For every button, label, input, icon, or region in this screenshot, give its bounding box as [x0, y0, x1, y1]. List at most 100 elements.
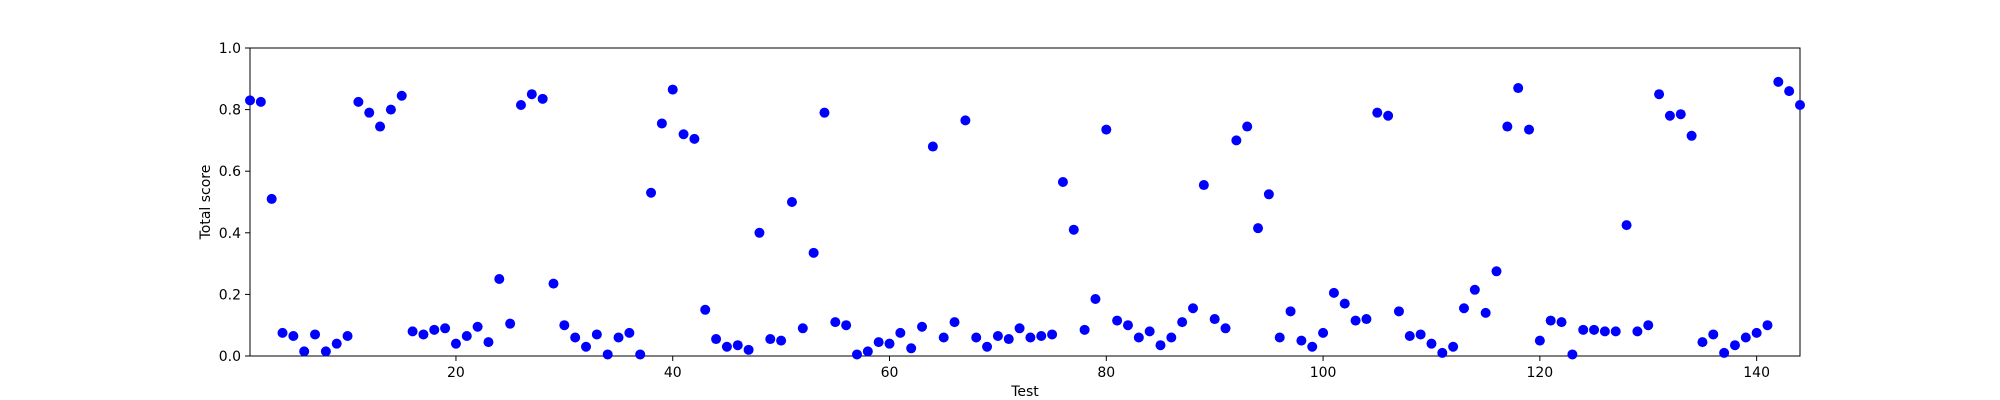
data-point [1448, 341, 1459, 352]
y-tick-label: 0.0 [219, 349, 241, 365]
data-point [1404, 330, 1415, 341]
data-point [570, 332, 581, 343]
data-point [483, 337, 494, 348]
x-tick-label: 140 [1743, 365, 1770, 381]
data-point [1274, 332, 1285, 343]
data-point [526, 89, 537, 100]
data-point [1664, 110, 1675, 121]
data-point [331, 338, 342, 349]
data-point [1209, 314, 1220, 325]
data-point [277, 327, 288, 338]
data-point [895, 327, 906, 338]
data-point [786, 197, 797, 207]
data-point [1675, 109, 1686, 120]
data-point [515, 99, 526, 110]
data-point [1502, 121, 1513, 132]
data-point [1567, 349, 1578, 360]
data-point [646, 187, 657, 198]
data-point [537, 93, 548, 104]
x-tick-label: 60 [881, 365, 899, 381]
data-point [1621, 220, 1632, 231]
data-point [1729, 340, 1740, 351]
data-point [1220, 323, 1231, 334]
data-point [1513, 83, 1524, 94]
data-point [1025, 332, 1036, 343]
data-point [1426, 338, 1437, 349]
data-point [1599, 326, 1610, 337]
data-point [1632, 326, 1643, 337]
data-point [1328, 287, 1339, 298]
data-point [917, 321, 928, 332]
data-point [765, 334, 776, 345]
data-point [624, 327, 635, 338]
data-point [851, 349, 862, 360]
data-point [960, 115, 971, 126]
data-point [299, 346, 310, 357]
data-point [841, 320, 852, 331]
data-point [548, 278, 559, 289]
data-point [1469, 284, 1480, 295]
data-point [732, 340, 743, 351]
data-point [1654, 89, 1665, 100]
data-point [320, 346, 331, 357]
data-point [1318, 327, 1329, 338]
data-point [927, 141, 938, 152]
data-point [1296, 335, 1307, 346]
data-point [461, 330, 472, 341]
data-point [472, 321, 483, 332]
data-point [754, 227, 765, 238]
data-point [1003, 334, 1014, 345]
data-point [1773, 76, 1784, 87]
data-point [255, 96, 266, 107]
data-point [1133, 332, 1144, 343]
data-point [1057, 176, 1068, 187]
data-point [656, 118, 667, 129]
data-point [873, 337, 884, 348]
data-point [1393, 306, 1404, 317]
data-point [1415, 329, 1426, 340]
data-point [971, 332, 982, 343]
data-point [375, 121, 386, 132]
data-point [1101, 124, 1112, 135]
data-point [635, 349, 646, 360]
y-tick-label: 0.4 [219, 226, 241, 242]
data-point [884, 338, 895, 349]
data-point [1339, 298, 1350, 309]
data-point [938, 332, 949, 343]
data-point [1491, 266, 1502, 277]
x-axis-label: Test [1010, 384, 1039, 400]
data-point [1090, 294, 1101, 305]
data-point [310, 329, 321, 340]
x-tick-label: 80 [1097, 365, 1115, 381]
data-point [1242, 121, 1253, 132]
data-point [1285, 306, 1296, 317]
y-axis-label: Total score [198, 165, 214, 241]
data-point [1231, 135, 1242, 146]
data-point [743, 344, 754, 355]
data-point [711, 334, 722, 345]
data-point [353, 96, 364, 107]
data-point [819, 107, 830, 118]
data-point [1708, 329, 1719, 340]
y-tick-label: 0.8 [219, 103, 241, 119]
x-tick-label: 20 [447, 365, 465, 381]
data-point [364, 107, 375, 118]
data-point [992, 330, 1003, 341]
data-point [808, 247, 819, 258]
data-point [1437, 347, 1448, 358]
x-tick-label: 120 [1526, 365, 1553, 381]
data-point [1578, 324, 1589, 335]
data-point [1144, 326, 1155, 337]
data-point [1122, 320, 1133, 331]
data-points [245, 76, 1805, 360]
data-point [1166, 332, 1177, 343]
data-point [721, 341, 732, 352]
data-point [288, 330, 299, 341]
data-point [689, 133, 700, 144]
data-point [1762, 320, 1773, 331]
data-point [1480, 307, 1491, 318]
data-point [1112, 315, 1123, 326]
data-point [1795, 99, 1805, 110]
data-point [1155, 340, 1166, 351]
